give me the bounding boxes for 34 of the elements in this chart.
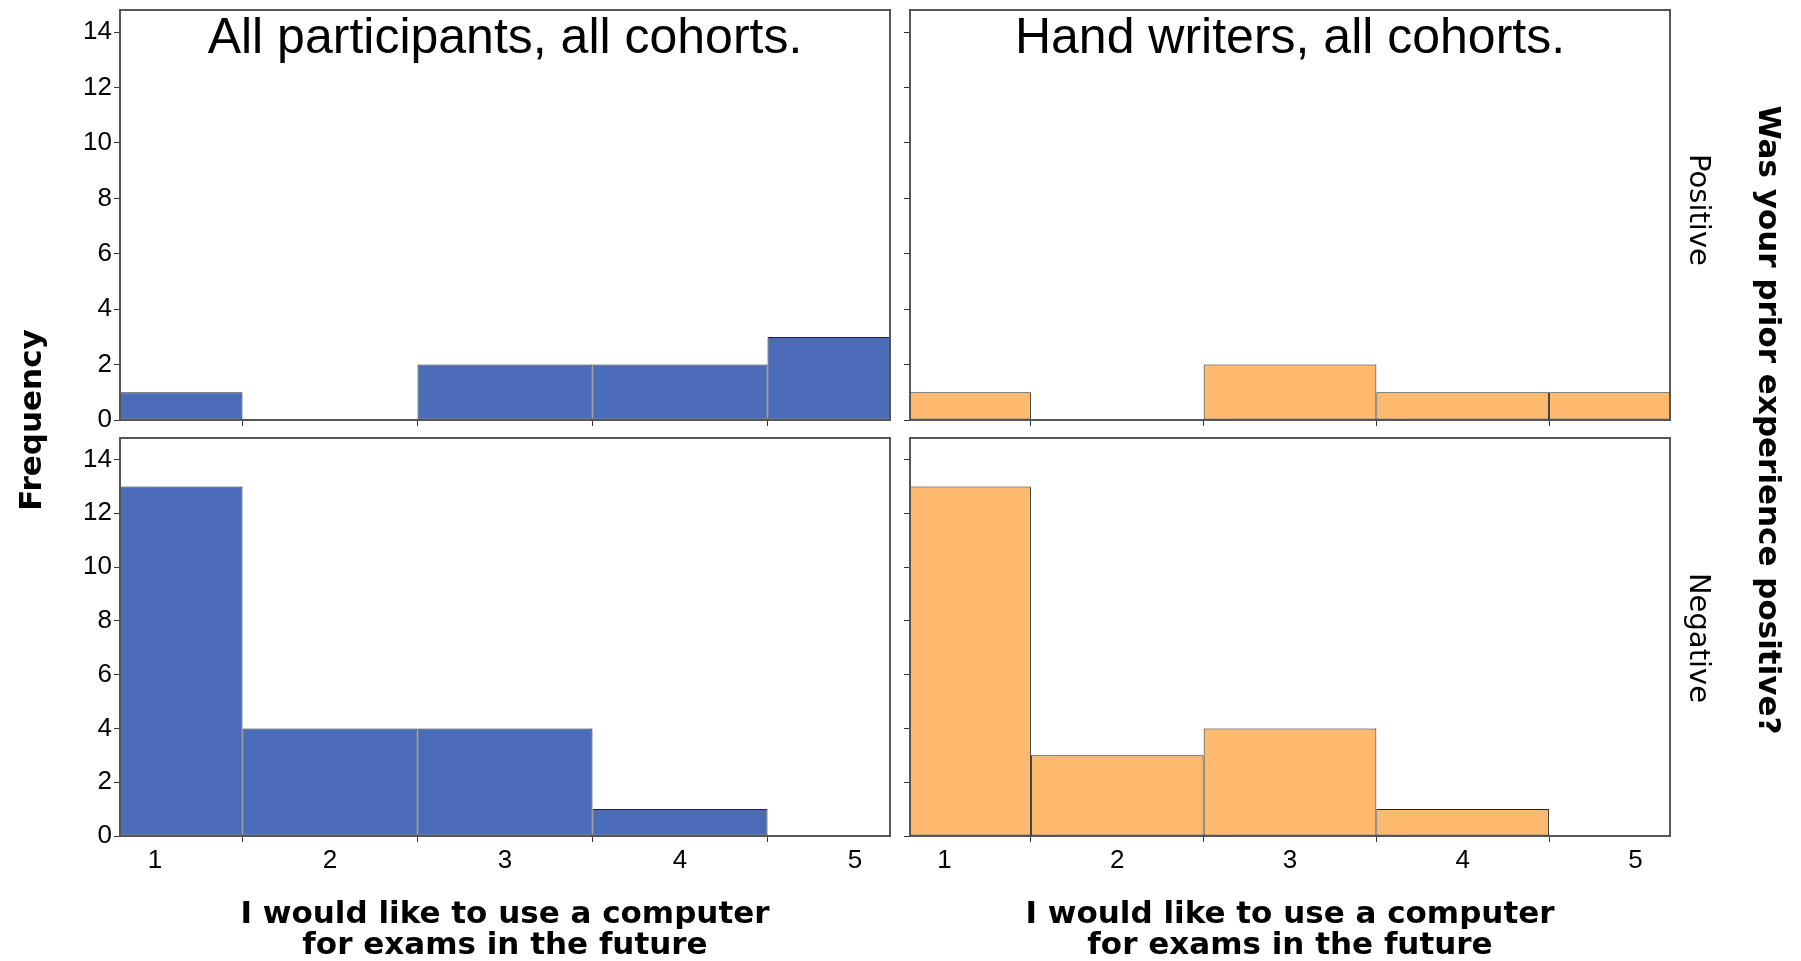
- y-tick-label: 10: [83, 126, 112, 157]
- y-axis-title: Frequency: [12, 329, 48, 511]
- x-tick-label: 4: [672, 843, 688, 874]
- x-tick-label: 1: [937, 843, 952, 874]
- y-tick-label: 4: [97, 711, 112, 742]
- y-tick-label: 12: [83, 496, 112, 527]
- y-tick-label: 2: [97, 765, 112, 796]
- text: Negative: [1683, 572, 1717, 704]
- x-tick-label: 2: [322, 843, 338, 874]
- y-tick-label: 8: [97, 181, 112, 212]
- y-tick-label: 0: [97, 403, 112, 434]
- x-tick-label: 4: [1455, 843, 1470, 874]
- chart-title: Hand writers, all cohorts.: [1014, 7, 1566, 64]
- y-tick-label: 2: [97, 347, 112, 378]
- x-tick-label: 1: [147, 843, 163, 874]
- y-tick-label: 8: [97, 604, 112, 635]
- x-tick-label: 3: [1282, 843, 1298, 874]
- y-tick-label: 6: [97, 657, 112, 688]
- x-tick-label: 5: [1628, 843, 1643, 874]
- y-tick-label: 14: [83, 15, 112, 46]
- text: Positive: [1683, 154, 1717, 266]
- x-tick-label: 3: [497, 843, 513, 874]
- x-axis-title: I would like to use a computer for exams in the future: [240, 893, 771, 961]
- y-tick-label: 12: [83, 70, 112, 101]
- x-axis-title: I would like to use a computer for exams in the future: [1025, 893, 1556, 961]
- y-tick-label: 6: [97, 236, 112, 267]
- y2-axis-title: Was your prior experience positive?: [1752, 105, 1788, 735]
- y-tick-label: 0: [97, 819, 112, 850]
- y-tick-label: 10: [83, 550, 112, 581]
- x-tick-label: 5: [847, 843, 863, 874]
- x-tick-label: 2: [1110, 843, 1125, 874]
- y-tick-label: 4: [97, 292, 112, 323]
- chart-title: All participants, all cohorts.: [207, 7, 803, 64]
- y-tick-label: 14: [83, 442, 112, 473]
